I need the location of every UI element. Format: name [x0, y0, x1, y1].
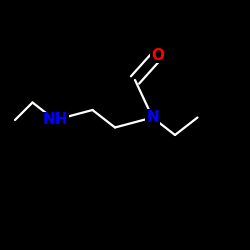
Text: NH: NH: [42, 112, 68, 128]
Text: O: O: [151, 48, 164, 62]
Text: N: N: [146, 110, 159, 125]
